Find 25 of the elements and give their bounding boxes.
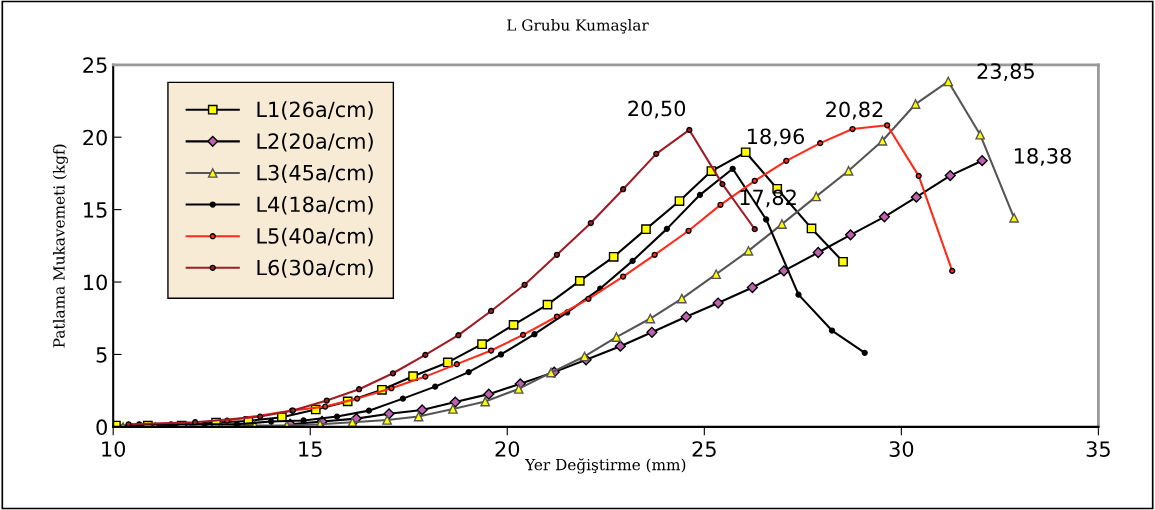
y-tick-label: 10 xyxy=(84,274,107,291)
legend-label: L4(18a/cm) xyxy=(257,196,373,215)
legend-label: L1(26a/cm) xyxy=(257,101,373,120)
x-tick-label: 25 xyxy=(692,441,716,457)
annotation: 18,96 xyxy=(747,128,805,147)
annotation: 23,85 xyxy=(977,63,1034,82)
legend-label: L3(45a/cm) xyxy=(257,164,373,183)
chart-title: L Grubu Kumaşlar xyxy=(507,18,649,34)
x-axis-title: Yer Değiştirme (mm) xyxy=(524,458,686,474)
x-tick-label: 15 xyxy=(299,441,322,457)
y-axis-title: Patlama Mukavemeti (kgf) xyxy=(52,144,68,348)
legend-label: L6(30a/cm) xyxy=(257,259,373,278)
annotation: 20,82 xyxy=(826,101,883,120)
x-tick-label: 30 xyxy=(889,441,914,457)
legend-label: L2(20a/cm) xyxy=(257,132,373,152)
y-tick-label: 20 xyxy=(83,129,107,146)
y-tick-label: 25 xyxy=(83,57,107,73)
y-tick-label: 0 xyxy=(96,419,107,436)
x-tick-label: 35 xyxy=(1086,441,1110,457)
y-tick-label: 15 xyxy=(84,202,107,218)
annotation: 20,50 xyxy=(628,100,686,119)
x-tick-label: 20 xyxy=(495,441,520,457)
legend-label: L5(40a/cm) xyxy=(257,227,373,247)
annotation: 18,38 xyxy=(1014,147,1071,166)
y-tick-label: 5 xyxy=(96,347,107,363)
